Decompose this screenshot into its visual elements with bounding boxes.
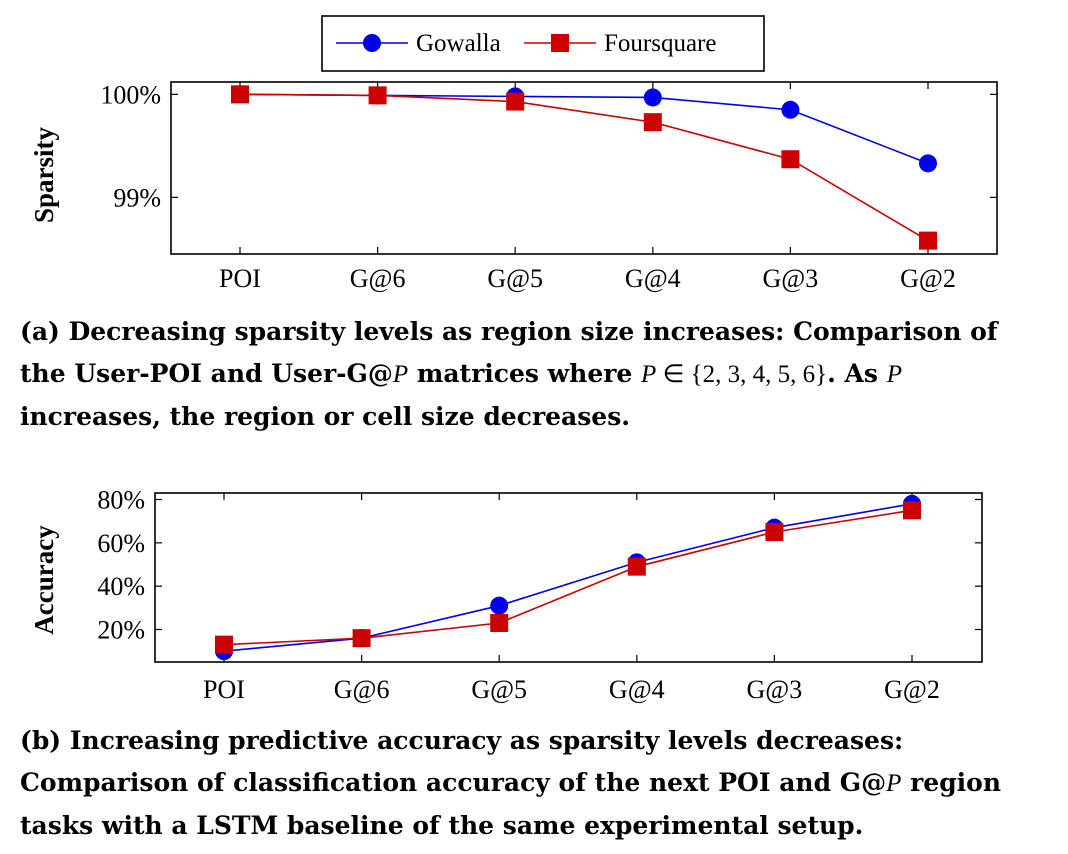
y-tick-label: 40%: [97, 572, 145, 601]
data-point-gowalla: [781, 100, 800, 119]
data-point-gowalla: [643, 88, 662, 107]
x-tick-label: G@6: [334, 675, 390, 704]
caption-b-var1: P: [886, 770, 902, 797]
sparsity-plot-area: POI G@6 G@5 G@4 G@3 G@2 99% 100%: [100, 80, 998, 293]
caption-a-text4: increases, the region or cell size decre…: [20, 402, 630, 431]
y-tick-label: 99%: [113, 183, 161, 212]
x-tick-label: G@3: [763, 264, 819, 293]
caption-b-label: (b): [20, 726, 62, 755]
x-tick-label: POI: [219, 264, 261, 293]
legend-entry-foursquare: Foursquare: [604, 30, 716, 57]
x-tick-label: G@2: [884, 675, 940, 704]
x-tick-label: G@6: [350, 264, 406, 293]
x-tick-label: G@5: [487, 264, 543, 293]
data-point-foursquare: [781, 150, 800, 169]
caption-a: (a) Decreasing sparsity levels as region…: [20, 311, 1050, 438]
y-tick-label: 20%: [97, 616, 145, 645]
series-line-gowalla: [239, 93, 929, 165]
caption-b-text2: region tasks with a LSTM baseline of the…: [20, 768, 1002, 840]
caption-a-label: (a): [20, 317, 60, 346]
data-point-gowalla: [765, 518, 784, 537]
x-tick-label: G@4: [609, 675, 665, 704]
x-tick-label: G@3: [747, 675, 803, 704]
caption-a-var3: P: [886, 361, 902, 388]
legend-entry-gowalla: Gowalla: [416, 30, 501, 57]
caption-a-text1: Decreasing sparsity levels as region siz…: [20, 317, 998, 388]
data-point-foursquare: [506, 92, 525, 111]
y-tick-label: 60%: [97, 529, 145, 558]
y-tick-label: 80%: [97, 486, 145, 515]
caption-a-text2: matrices where: [408, 359, 642, 388]
data-point-foursquare: [919, 231, 937, 250]
x-tick-label: G@2: [900, 264, 956, 293]
x-tick-label: G@5: [471, 675, 527, 704]
data-point-gowalla: [368, 86, 387, 105]
data-point-foursquare: [215, 635, 233, 654]
data-point-gowalla: [506, 87, 525, 106]
series-line-foursquare: [223, 509, 913, 646]
caption-b: (b) Increasing predictive accuracy as sp…: [20, 720, 1050, 847]
accuracy-y-axis-label: Accuracy: [29, 525, 59, 635]
data-point-gowalla: [490, 596, 509, 615]
data-point-gowalla: [919, 154, 937, 173]
x-tick-label: POI: [203, 675, 245, 704]
accuracy-plot-area: POI G@6 G@5 G@4 G@3 G@2 20% 40% 60% 80%: [97, 486, 983, 704]
data-point-foursquare: [627, 557, 646, 576]
data-point-foursquare: [368, 86, 387, 105]
legend-gowalla-marker: [363, 34, 381, 52]
plot-frame: [154, 492, 983, 663]
series-line-foursquare: [239, 93, 929, 242]
data-point-gowalla: [903, 494, 921, 513]
data-point-foursquare: [490, 614, 509, 632]
legend-box: [321, 15, 765, 72]
data-point-foursquare: [643, 113, 662, 132]
caption-a-text3: . As: [827, 359, 887, 388]
data-point-gowalla: [352, 629, 371, 648]
legend-foursquare-marker: [551, 34, 569, 52]
data-point-foursquare: [352, 629, 371, 648]
data-point-foursquare: [765, 523, 784, 541]
caption-a-math: ∈ {2, 3, 4, 5, 6}: [656, 361, 828, 388]
data-point-gowalla: [231, 85, 249, 104]
series-line-gowalla: [223, 503, 913, 652]
caption-a-var1: P: [392, 361, 409, 388]
data-point-gowalla: [627, 553, 646, 572]
data-point-gowalla: [215, 642, 233, 661]
data-point-foursquare: [231, 85, 249, 104]
y-tick-label: 100%: [100, 80, 161, 109]
data-point-foursquare: [903, 501, 921, 520]
caption-a-var2: P: [641, 361, 657, 388]
sparsity-y-axis-label: Sparsity: [29, 126, 59, 223]
caption-b-text1: Increasing predictive accuracy as sparsi…: [20, 726, 904, 797]
x-tick-label: G@4: [625, 264, 681, 293]
plot-frame: [170, 81, 998, 255]
